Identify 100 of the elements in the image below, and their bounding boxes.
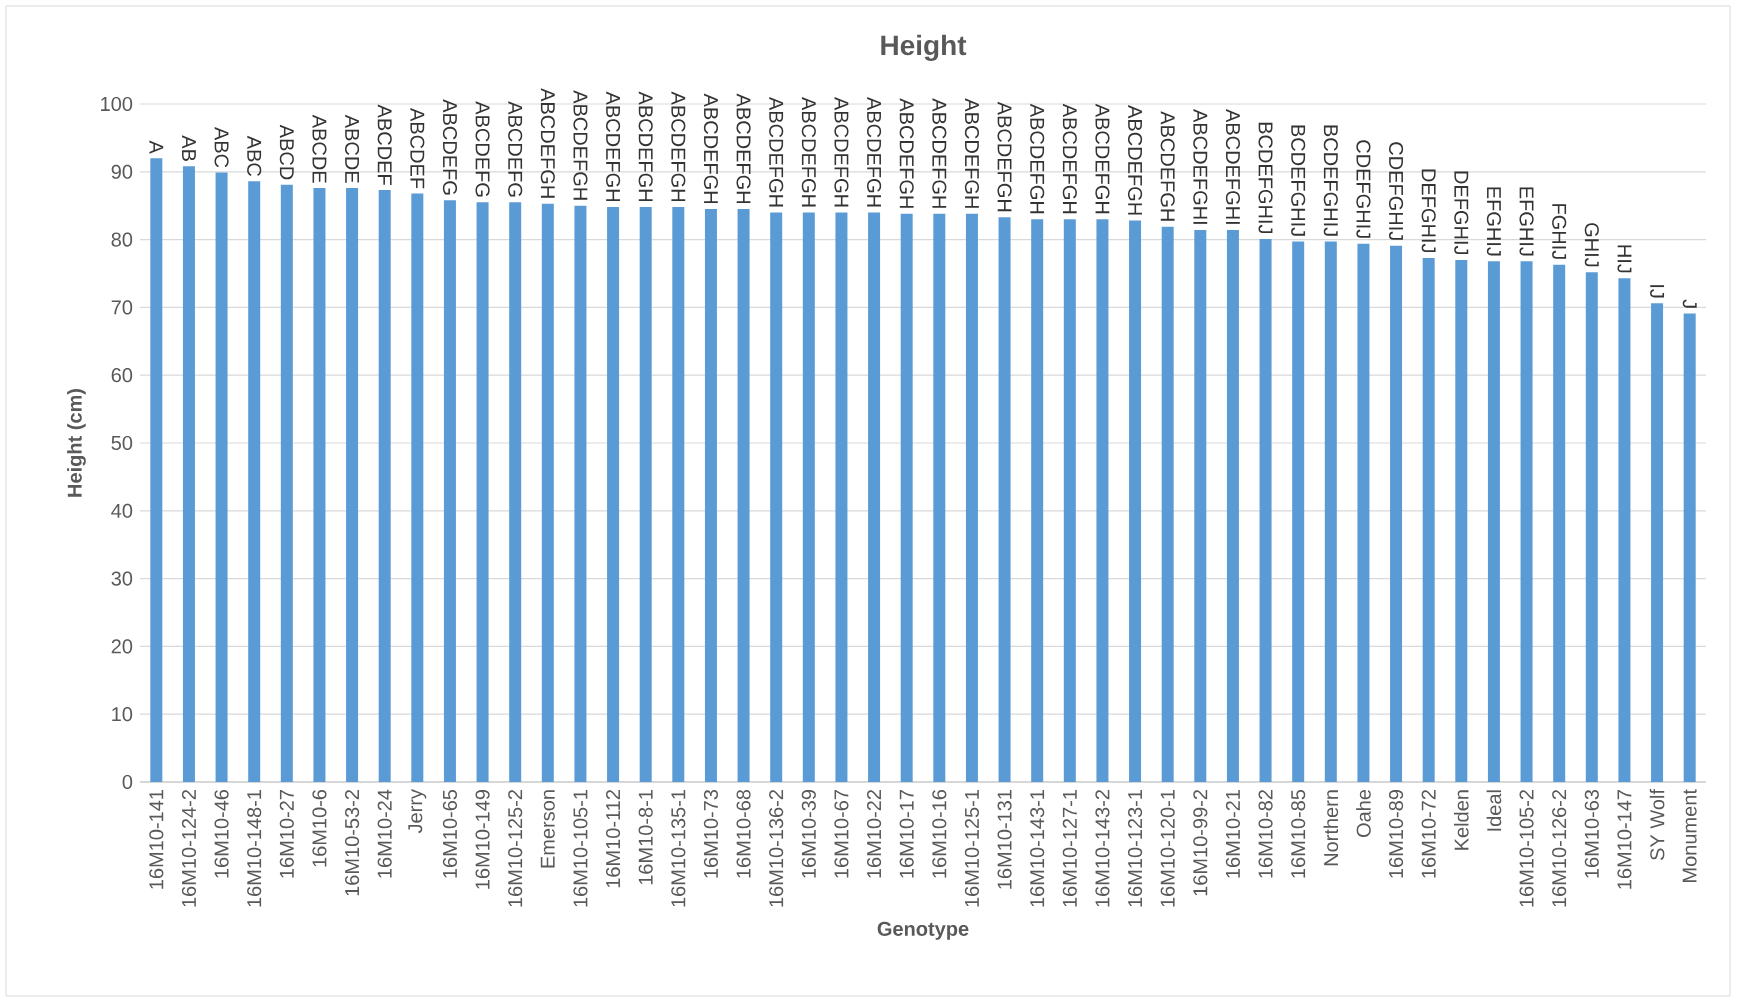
x-tick-label: 16M10-99-2 [1193, 790, 1208, 896]
data-label: ABCDEFG [475, 101, 490, 197]
bar [1226, 230, 1239, 782]
bar [1096, 219, 1109, 782]
bar [1259, 238, 1272, 782]
x-tick-label: SY Wolf [1649, 789, 1665, 861]
bar [737, 209, 750, 782]
x-tick-label: 16M10-21 [1225, 790, 1241, 878]
bar [1455, 259, 1468, 782]
y-tick-label: 90 [111, 164, 133, 179]
y-tick-label: 20 [111, 639, 133, 654]
bar [998, 217, 1011, 782]
x-tick-label: 16M10-136-2 [769, 790, 784, 907]
data-label: HIJ [1617, 245, 1632, 273]
data-label: DEFGHIJ [1454, 171, 1469, 255]
data-label: ABCDEFGH [1095, 103, 1110, 214]
y-tick-label: 100 [101, 96, 133, 112]
x-tick-label: 16M10-120-1 [1160, 790, 1175, 907]
bar [1063, 219, 1076, 782]
bar [868, 212, 881, 782]
x-tick-label: 16M10-125-2 [508, 790, 523, 907]
x-tick-label: 16M10-131 [997, 790, 1012, 889]
bar [965, 213, 978, 782]
x-tick-label: 16M10-65 [442, 789, 458, 878]
data-label: AB [182, 135, 196, 161]
data-label: BCDEFGHIJ [1291, 125, 1306, 236]
data-label: ABCDEFGH [1160, 111, 1175, 221]
x-tick-label: 16M10-148-1 [247, 790, 262, 907]
data-label: ABCDEFGH [932, 98, 947, 208]
data-label: EFGHIJ [1486, 187, 1502, 256]
data-label: FGHIJ [1552, 204, 1567, 259]
data-label: ABCDEFGH [801, 96, 816, 207]
x-tick-label: Monument [1682, 789, 1697, 882]
bar [1324, 241, 1337, 782]
bar [346, 188, 359, 782]
data-label: ABCDEFGH [834, 96, 849, 207]
bar [574, 205, 587, 782]
data-label: ABCDEF [410, 108, 425, 189]
bar [411, 193, 424, 782]
x-tick-label: 16M10-17 [899, 790, 914, 878]
bar [1487, 261, 1500, 782]
bar [313, 188, 326, 782]
bar [280, 184, 293, 782]
x-tick-label: 16M10-89 [1388, 790, 1404, 878]
data-label: ABCDEFGHI [1193, 109, 1208, 224]
x-tick-label: Jerry [408, 789, 427, 834]
data-label: ABCDEFGH [1062, 103, 1077, 214]
x-tick-label: 16M10-67 [834, 790, 849, 878]
bar [1422, 257, 1435, 782]
y-tick-label: 0 [122, 774, 133, 790]
data-label: ABCDEFGH [671, 91, 686, 202]
bar [802, 212, 815, 782]
y-tick-label: 80 [111, 232, 133, 247]
data-label: A [149, 140, 164, 154]
data-label: GHIJ [1584, 223, 1599, 267]
x-tick-label: 16M10-112 [605, 790, 621, 888]
x-tick-label: 16M10-24 [377, 789, 392, 878]
bar [1553, 264, 1566, 782]
x-tick-label: 16M10-126-2 [1552, 790, 1567, 907]
bar [1585, 272, 1598, 782]
bar [248, 181, 261, 782]
x-tick-label: 16M10-125-1 [964, 790, 980, 907]
x-tick-label: 16M10-39 [801, 790, 816, 878]
y-axis-title: Height (cm) [67, 388, 86, 497]
bar [835, 212, 848, 782]
x-tick-label: Oahe [1356, 789, 1371, 838]
x-tick-label: 16M10-46 [214, 789, 229, 878]
bar [1161, 226, 1174, 782]
x-tick-label: 16M10-16 [932, 789, 947, 878]
bar [639, 207, 652, 782]
x-tick-label: 16M10-68 [736, 789, 751, 878]
y-tick-label: 10 [112, 707, 133, 722]
x-tick-label: Ideal [1486, 790, 1502, 831]
x-tick-label: 16M10-105-1 [573, 790, 588, 907]
x-tick-label: Kelden [1453, 790, 1469, 850]
bar [1031, 219, 1044, 782]
x-tick-label: Emerson [540, 790, 555, 868]
data-label: ABCDEFGH [1030, 103, 1045, 214]
bar [933, 213, 946, 782]
y-tick-label: 50 [111, 435, 133, 451]
data-label: ABCDEF [377, 104, 392, 185]
data-label: ABCDEFGH [540, 88, 555, 198]
data-label: ABCDEFGHI [1225, 109, 1241, 224]
bar [476, 202, 489, 782]
x-tick-label: 16M10-135-1 [671, 790, 686, 907]
x-tick-label: 16M10-82 [1258, 790, 1273, 878]
bar [378, 190, 391, 782]
x-tick-label: 16M10-124-2 [181, 790, 197, 907]
bar [1390, 245, 1403, 782]
x-tick-label: 16M10-27 [279, 790, 294, 878]
bar [443, 200, 456, 782]
x-tick-label: Northern [1323, 790, 1339, 866]
data-label: ABCDE [312, 114, 327, 183]
data-label: BCDEFGHIJ [1258, 122, 1273, 234]
data-label: ABCDEFGH [638, 91, 653, 202]
bar [770, 212, 783, 782]
data-label: ABCDEFGH [1127, 105, 1143, 215]
x-tick-label: 16M10-22 [866, 790, 882, 878]
x-tick-label: 16M10-105-2 [1519, 790, 1534, 907]
bar [541, 203, 554, 782]
